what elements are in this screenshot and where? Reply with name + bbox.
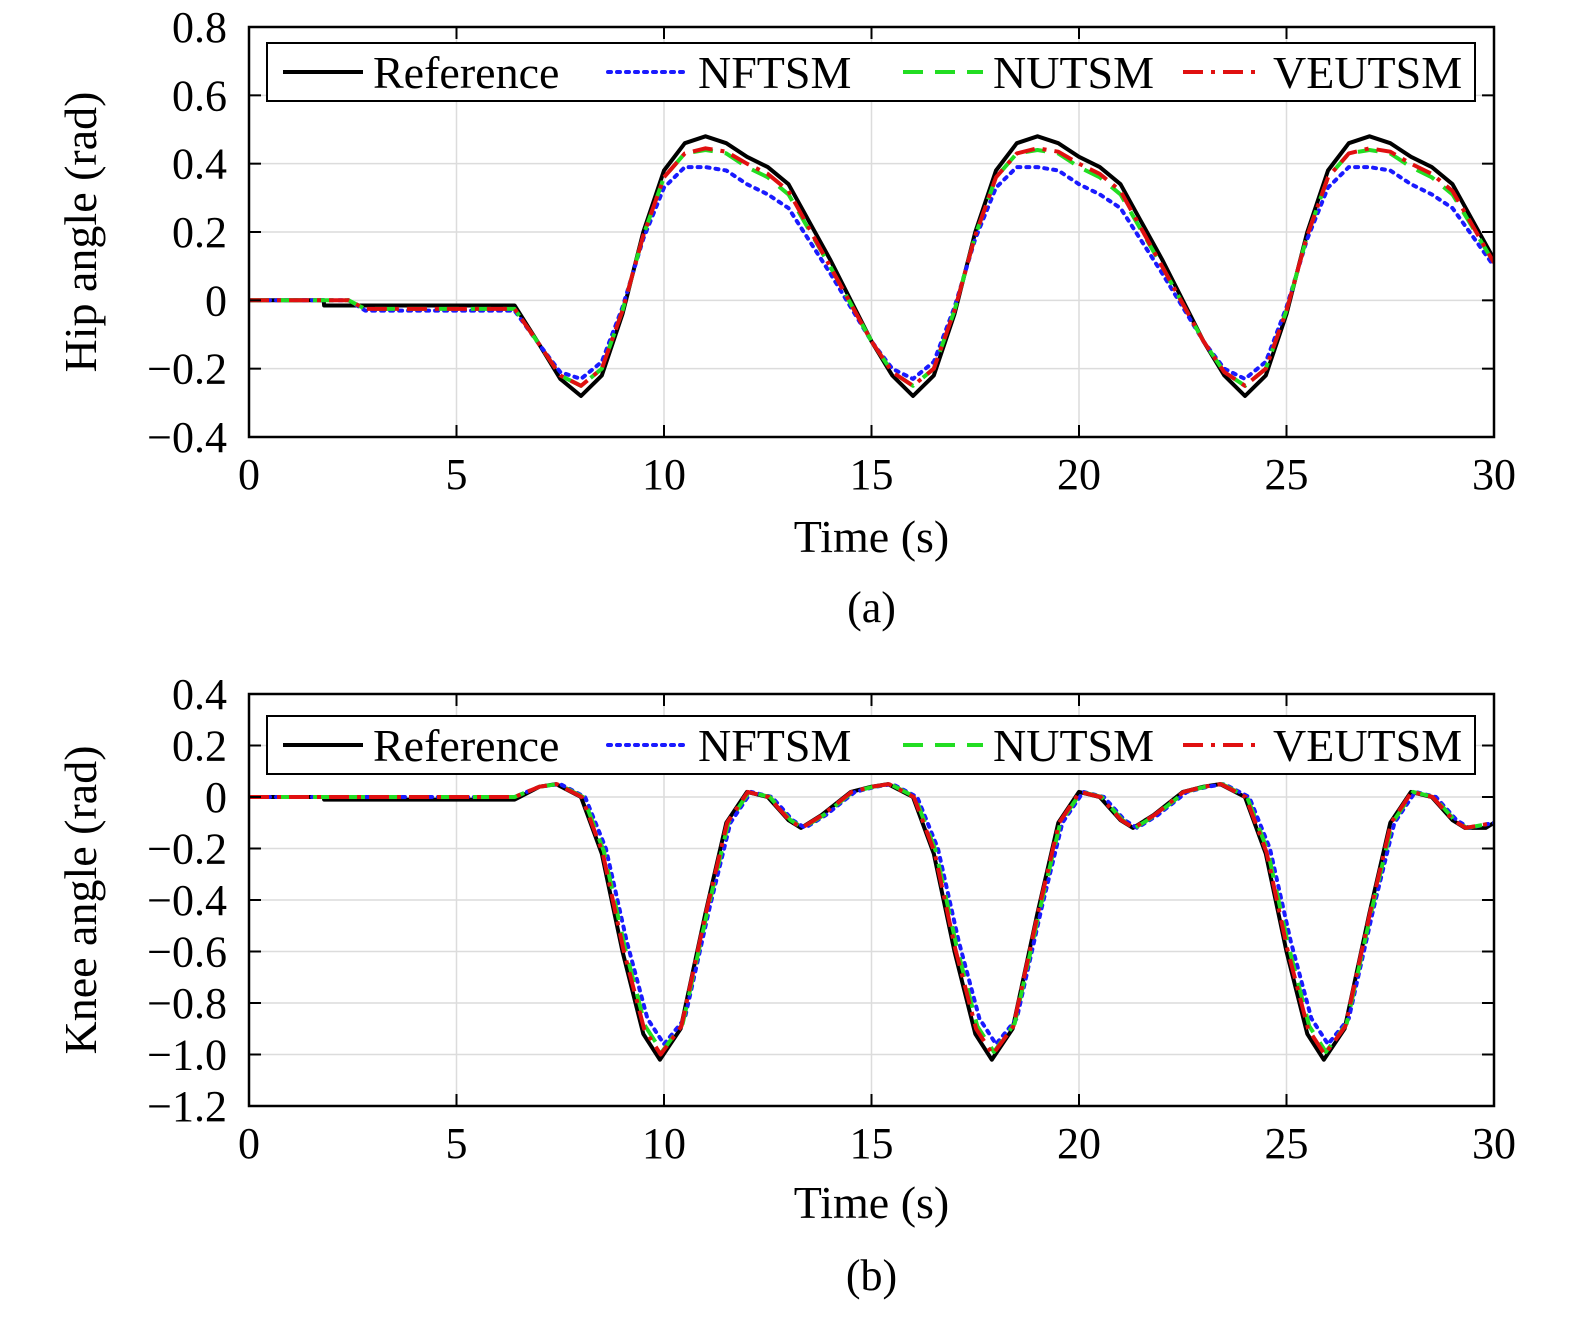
x-tick-label: 10	[642, 450, 686, 499]
y-tick-label: −1.2	[147, 1082, 227, 1131]
legend-label-veutsm: VEUTSM	[1273, 47, 1462, 98]
legend-label-reference: Reference	[373, 720, 559, 771]
x-axis-label: Time (s)	[794, 511, 950, 562]
y-tick-label: −1.0	[147, 1031, 227, 1080]
x-tick-label: 10	[642, 1119, 686, 1168]
x-tick-label: 5	[446, 450, 468, 499]
x-axis-label: Time (s)	[794, 1177, 950, 1228]
y-tick-label: −0.4	[147, 413, 227, 462]
y-tick-label: −0.2	[147, 345, 227, 394]
y-axis-label: Hip angle (rad)	[55, 92, 106, 373]
x-tick-label: 25	[1265, 450, 1309, 499]
legend-label-veutsm: VEUTSM	[1273, 720, 1462, 771]
legend: Reference NFTSM NUTSM VEUTSM	[266, 715, 1476, 775]
legend-label-nftsm: NFTSM	[698, 47, 851, 98]
y-tick-label: 0	[205, 276, 227, 325]
y-tick-label: −0.4	[147, 876, 227, 925]
chart-panel-b: 0 5 10 15 20 25 30−1.2−1.0−0.8−0.6−0.4−0.200.2…	[55, 670, 1516, 1300]
legend-label-nftsm: NFTSM	[698, 720, 851, 771]
series-group	[249, 782, 1494, 1062]
x-tick-label: 0	[238, 1119, 260, 1168]
y-tick-label: −0.2	[147, 825, 227, 874]
y-axis-label: Knee angle (rad)	[55, 745, 106, 1054]
y-tick-label: 0.8	[172, 3, 227, 52]
x-tick-label: 25	[1265, 1119, 1309, 1168]
series-line-veutsm	[249, 782, 1494, 1057]
legend-label-nutsm: NUTSM	[993, 47, 1154, 98]
y-tick-label: 0.4	[172, 670, 227, 719]
y-tick-label: 0.6	[172, 71, 227, 120]
x-tick-label: 30	[1472, 1119, 1516, 1168]
x-tick-label: 0	[238, 450, 260, 499]
y-tick-label: −0.8	[147, 979, 227, 1028]
legend-box	[266, 715, 1476, 775]
x-tick-label: 15	[850, 1119, 894, 1168]
series-line-reference	[249, 782, 1494, 1062]
panel-caption: (a)	[847, 583, 896, 632]
y-tick-label: 0.2	[172, 722, 227, 771]
legend: Reference NFTSM NUTSM VEUTSM	[266, 42, 1476, 102]
series-line-veutsm	[249, 146, 1494, 388]
x-tick-label: 20	[1057, 1119, 1101, 1168]
legend-label-reference: Reference	[373, 47, 559, 98]
x-tick-label: 20	[1057, 450, 1101, 499]
y-tick-label: 0.4	[172, 140, 227, 189]
legend-label-nutsm: NUTSM	[993, 720, 1154, 771]
y-tick-label: 0.2	[172, 208, 227, 257]
x-tick-label: 30	[1472, 450, 1516, 499]
panel-caption: (b)	[846, 1251, 897, 1300]
chart-panel-a: 0 5 10 15 20 25 30 −0.4 −0.2 0 0.2 0.4 0.6 0.8 Time (s…	[55, 3, 1516, 632]
x-tick-label: 5	[446, 1119, 468, 1168]
series-group	[249, 134, 1494, 398]
series-line-nutsm	[249, 782, 1494, 1054]
legend-box	[266, 42, 1476, 102]
x-tick-label: 15	[850, 450, 894, 499]
y-tick-label: 0	[205, 773, 227, 822]
series-line-nftsm	[249, 782, 1494, 1047]
y-tick-label: −0.6	[147, 928, 227, 977]
